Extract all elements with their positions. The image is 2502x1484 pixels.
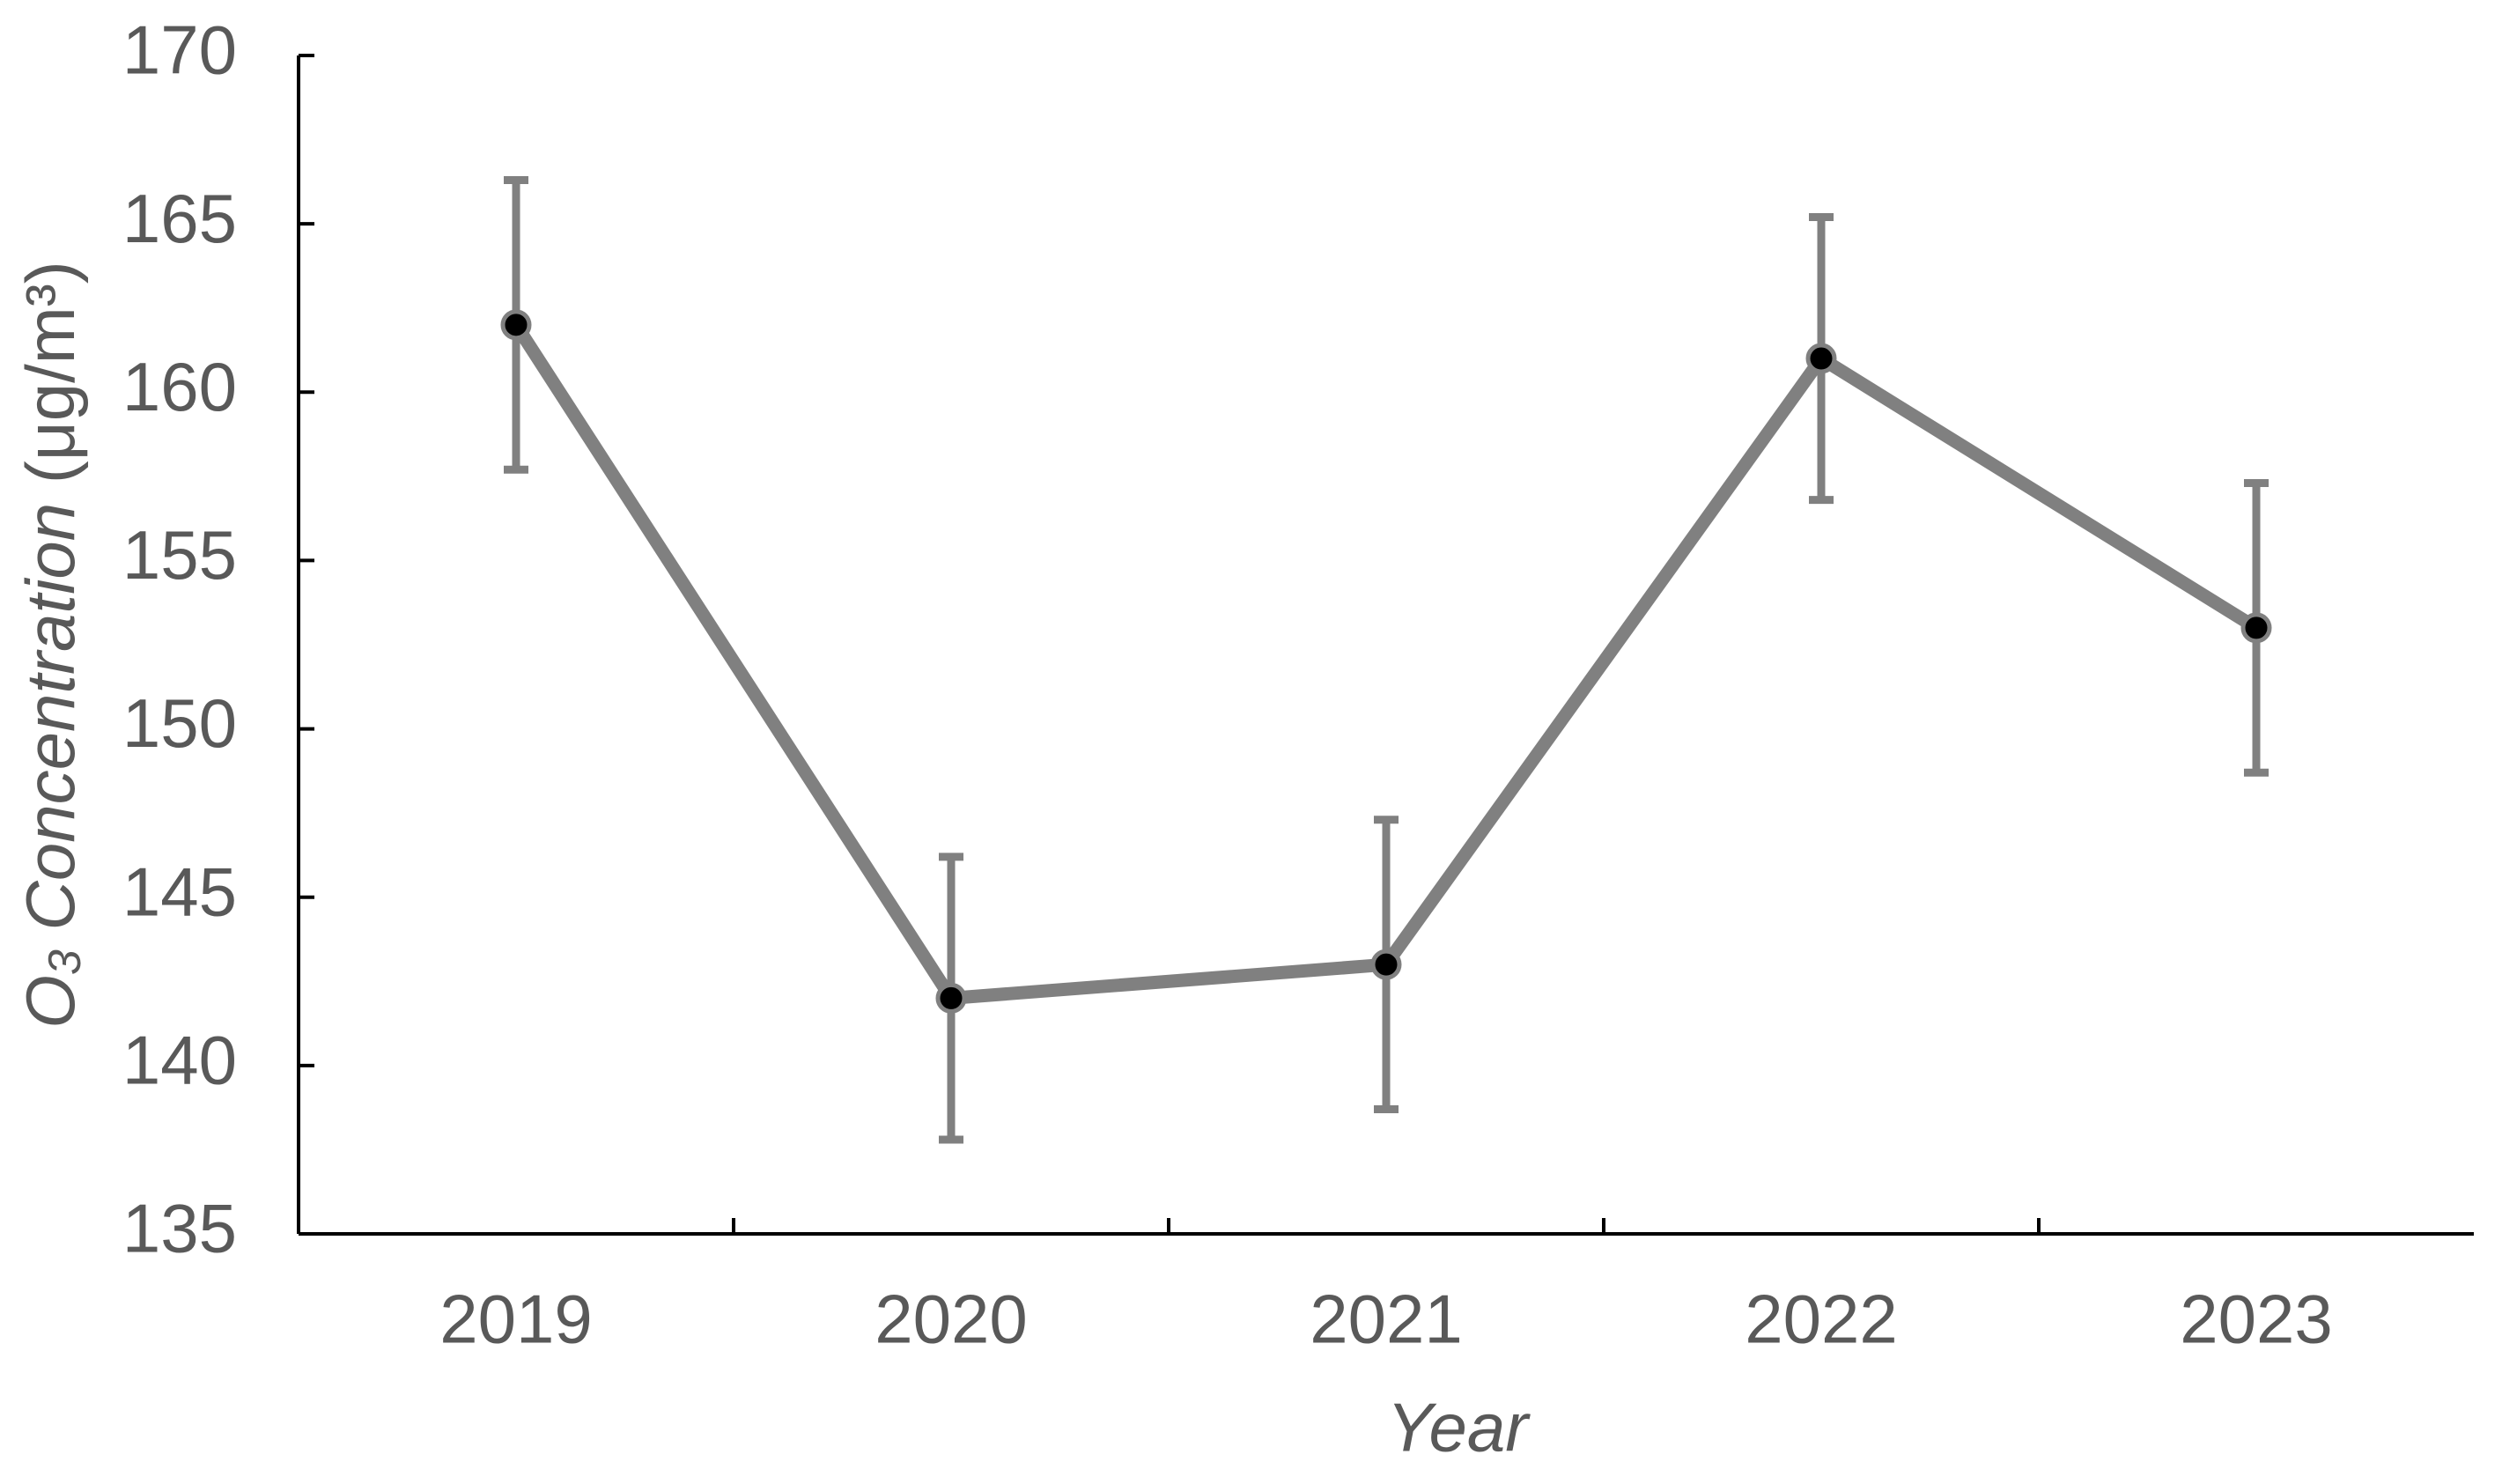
y-title-unit: (μg/m³) bbox=[11, 261, 89, 484]
x-tick-label: 2020 bbox=[875, 1281, 1028, 1358]
marker bbox=[935, 982, 967, 1014]
y-tick-label: 165 bbox=[122, 180, 237, 257]
y-title-symbol: O bbox=[11, 975, 89, 1029]
y-title-name: Concentration bbox=[11, 503, 89, 931]
y-tick-label: 140 bbox=[122, 1021, 237, 1098]
y-title-subscript: 3 bbox=[40, 949, 91, 975]
y-tick-label: 135 bbox=[122, 1190, 237, 1267]
marker bbox=[1370, 949, 1402, 980]
x-tick-label: 2023 bbox=[2180, 1281, 2333, 1358]
marker bbox=[500, 309, 532, 341]
y-tick-label: 160 bbox=[122, 348, 237, 425]
x-tick-label: 2021 bbox=[1310, 1281, 1463, 1358]
y-tick-label: 170 bbox=[122, 11, 237, 89]
x-tick-label: 2019 bbox=[439, 1281, 593, 1358]
marker bbox=[1805, 343, 1837, 374]
y-tick-label: 150 bbox=[122, 684, 237, 762]
y-tick-label: 145 bbox=[122, 853, 237, 930]
marker bbox=[2240, 612, 2272, 644]
y-axis-title: O3 Concentration (μg/m³) bbox=[11, 261, 91, 1028]
x-tick-label: 2022 bbox=[1745, 1281, 1898, 1358]
x-axis-title: Year bbox=[1387, 1389, 1531, 1466]
y-tick-label: 155 bbox=[122, 516, 237, 594]
